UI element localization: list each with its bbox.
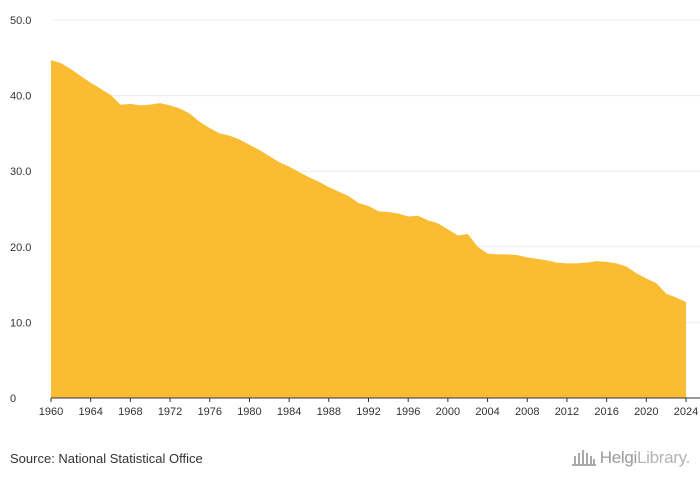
x-tick-label: 2000: [436, 406, 460, 418]
x-tick-label: 1960: [39, 406, 63, 418]
axes: [50, 397, 700, 402]
y-tick-label: 10.0: [10, 317, 31, 329]
x-tick-label: 1976: [198, 406, 222, 418]
x-tick-label: 2016: [594, 406, 618, 418]
y-tick-label: 20.0: [10, 242, 31, 254]
helgi-library-logo: HelgiLibrary.: [571, 448, 690, 468]
y-tick-label: 0: [10, 393, 16, 405]
brand-name-light: Library.: [636, 448, 690, 467]
y-tick-label: 50.0: [10, 15, 31, 27]
area-fill: [51, 60, 686, 398]
x-tick-label: 2020: [634, 406, 658, 418]
brand-name: HelgiLibrary.: [599, 448, 691, 468]
source-note: Source: National Statistical Office: [10, 451, 203, 466]
x-tick-label: 1988: [317, 406, 341, 418]
y-tick-label: 40.0: [10, 91, 31, 103]
y-tick-label: 30.0: [10, 166, 31, 178]
brand-name-dark: Helgi: [599, 448, 638, 467]
x-tick-label: 1980: [237, 406, 261, 418]
area-chart: 010.020.030.040.050.0 1960 1964 1968 1972 19…: [10, 15, 700, 418]
x-tick-label: 1968: [118, 406, 142, 418]
x-axis-labels: 1960 1964 1968 1972 1976 1980 1984 1988 1992 1996…: [39, 406, 698, 418]
x-tick-label: 2004: [475, 406, 499, 418]
x-tick-label: 1992: [356, 406, 380, 418]
x-tick-label: 1972: [158, 406, 182, 418]
y-axis-labels: 0 10.0 20.0 30.0 40.0 50.0: [10, 15, 31, 405]
x-tick-label: 1996: [396, 406, 420, 418]
area-series: [51, 60, 686, 398]
x-tick-label: 1964: [78, 406, 102, 418]
building-columns-icon: [571, 450, 596, 466]
x-tick-label: 1984: [277, 406, 301, 418]
x-tick-label: 2008: [515, 406, 539, 418]
x-tick-label: 2024: [674, 406, 698, 418]
x-tick-label: 2012: [555, 406, 579, 418]
